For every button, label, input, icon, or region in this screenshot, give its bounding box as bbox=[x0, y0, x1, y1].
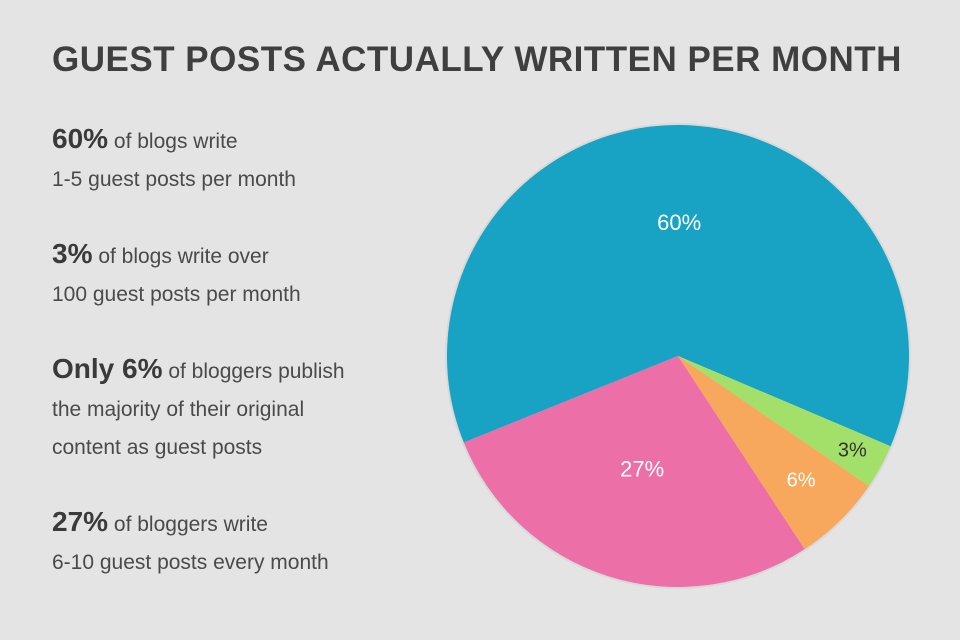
pie-chart: 60% 27% 6% 3% bbox=[436, 114, 920, 598]
pie-slice bbox=[447, 125, 909, 447]
fact-text: of bloggers publish bbox=[168, 360, 345, 383]
fact-text: of blogs write bbox=[113, 130, 238, 153]
fact-text: 1-5 guest posts per month bbox=[52, 168, 296, 191]
pie-slice-label: 3% bbox=[838, 439, 867, 461]
fact-text: 6-10 guest posts every month bbox=[52, 551, 329, 574]
fact-text: the majority of their original bbox=[52, 398, 305, 421]
pie-slice-label: 60% bbox=[657, 210, 701, 235]
fact-lead: 27% bbox=[52, 506, 109, 537]
fact-lead: 3% bbox=[52, 238, 93, 269]
fact-item: 27% of bloggers write 6-10 guest posts e… bbox=[52, 503, 432, 582]
fact-text: of blogs write over bbox=[98, 245, 269, 268]
fact-text: 100 guest posts per month bbox=[52, 283, 301, 306]
pie-slice bbox=[678, 356, 891, 487]
pie-slice bbox=[463, 356, 805, 587]
fact-item: 3% of blogs write over 100 guest posts p… bbox=[52, 235, 432, 314]
fact-lead: Only 6% bbox=[52, 353, 163, 384]
pie-slice-label: 6% bbox=[787, 469, 816, 491]
fact-lead: 60% bbox=[52, 123, 109, 154]
fact-item: Only 6% of bloggers publish the majority… bbox=[52, 350, 432, 467]
fact-text: content as guest posts bbox=[52, 436, 263, 459]
pie-chart-svg: 60% 27% 6% 3% bbox=[445, 123, 911, 589]
facts-list: 60% of blogs write 1-5 guest posts per m… bbox=[52, 120, 432, 618]
pie-slice bbox=[678, 356, 869, 550]
fact-text: of bloggers write bbox=[113, 513, 268, 536]
fact-item: 60% of blogs write 1-5 guest posts per m… bbox=[52, 120, 432, 199]
chart-title: GUEST POSTS ACTUALLY WRITTEN PER MONTH bbox=[52, 40, 902, 79]
pie-slice-label: 27% bbox=[620, 456, 664, 481]
